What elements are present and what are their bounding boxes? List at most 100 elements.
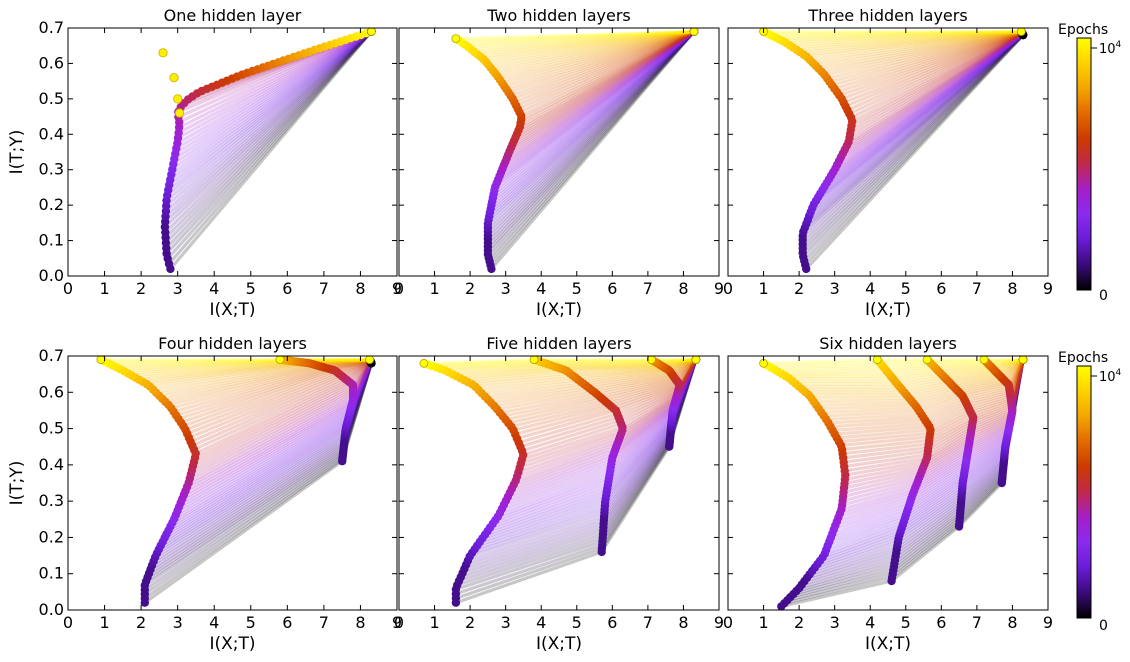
- epoch-line: [834, 32, 1024, 170]
- epoch-line: [507, 30, 695, 157]
- epoch-line: [487, 30, 696, 222]
- epoch-line: [513, 358, 698, 487]
- epoch-line: [502, 358, 698, 418]
- epoch-line: [488, 29, 695, 67]
- epoch-line: [167, 30, 373, 192]
- final-point: [275, 356, 285, 364]
- epoch-line: [497, 30, 696, 181]
- epoch-line: [487, 359, 698, 533]
- epoch-line: [455, 359, 698, 596]
- x-tick-label: 2: [794, 613, 804, 632]
- y-tick-label: 0.0: [39, 266, 64, 285]
- colorbar-top: Epochs 104 0: [1058, 22, 1122, 304]
- epoch-line: [477, 29, 695, 56]
- x-tick-label: 3: [830, 613, 840, 632]
- x-tick-label: 2: [136, 279, 146, 298]
- x-tick-label: 8: [678, 613, 688, 632]
- subplot-4: 0 1 2 3 4 5 6 7 8 9 0.0 0.1 0.2 0.3 0.4 0.5 0.6 0.7 Four h…: [7, 334, 402, 654]
- epoch-line: [486, 30, 696, 225]
- epoch-line: [809, 30, 1022, 62]
- epoch-line: [803, 33, 1025, 262]
- epoch-line: [479, 359, 698, 544]
- epoch-line: [801, 33, 1024, 242]
- epoch-line: [841, 31, 1023, 101]
- epoch-line: [169, 30, 373, 270]
- epoch-line: [851, 31, 1023, 123]
- epoch-line: [485, 29, 695, 64]
- x-tick-label: 8: [355, 613, 365, 632]
- epoch-line: [507, 358, 698, 425]
- epoch-line: [465, 29, 695, 47]
- epoch-line: [177, 30, 373, 140]
- epoch-line: [517, 358, 698, 474]
- epoch-line: [499, 358, 698, 515]
- x-tick-label: 6: [607, 279, 617, 298]
- x-tick-label: 3: [501, 613, 511, 632]
- epoch-line: [808, 33, 1024, 218]
- x-tick-label: 7: [643, 279, 653, 298]
- epoch-line: [488, 30, 696, 214]
- epoch-line: [440, 358, 697, 371]
- epoch-line: [823, 32, 1024, 188]
- epoch-line: [483, 29, 695, 61]
- x-tick-label: 5: [572, 613, 582, 632]
- final-point: [367, 28, 376, 36]
- early-points: [158, 48, 185, 118]
- y-tick-label: 0.5: [39, 419, 64, 438]
- axes-frame: [398, 27, 720, 277]
- epoch-line: [804, 33, 1025, 266]
- epoch-line: [520, 30, 695, 118]
- plot-area: [96, 356, 376, 607]
- epoch-line: [495, 30, 696, 185]
- epoch-line: [456, 359, 698, 587]
- x-tick-label: 3: [173, 279, 183, 298]
- epoch-line: [513, 30, 695, 104]
- plot-area: [759, 28, 1028, 274]
- early-point: [174, 108, 185, 118]
- colorbar-strip: [1076, 37, 1092, 291]
- y-tick-label: 0.6: [39, 382, 64, 401]
- epoch-line: [832, 32, 1024, 174]
- final-point: [529, 356, 539, 364]
- layer-2-trajectory: [689, 28, 699, 36]
- x-tick-label: 9: [714, 279, 724, 298]
- x-tick-label: 9: [392, 613, 402, 632]
- epoch-line: [850, 31, 1023, 132]
- y-tick-label: 0.3: [39, 491, 64, 510]
- epoch-line: [843, 31, 1023, 105]
- y-ticks: [728, 27, 1048, 277]
- epoch-line: [163, 30, 373, 229]
- layer-4-trajectory: [691, 356, 701, 364]
- epoch-line: [838, 32, 1024, 163]
- subplot-6: 0 1 2 3 4 5 6 7 8 9 Six hidden layers I(X;T): [723, 334, 1053, 654]
- subplot-title: Four hidden layers: [158, 334, 307, 353]
- y-tick-label: 0.1: [39, 564, 64, 583]
- subplot-title: Two hidden layers: [486, 6, 631, 25]
- x-tick-label: 8: [1007, 279, 1017, 298]
- early-point: [169, 73, 179, 83]
- epoch-line: [850, 31, 1023, 120]
- x-tick-label: 3: [830, 279, 840, 298]
- epoch-line: [489, 30, 696, 211]
- epoch-line: [436, 358, 696, 370]
- y-tick-label: 0.5: [39, 89, 64, 108]
- layer-1-trajectory: [451, 34, 526, 274]
- epoch-line: [785, 30, 1022, 45]
- epoch-line: [501, 29, 695, 85]
- epoch-line: [517, 30, 695, 111]
- epoch-line: [490, 30, 696, 270]
- y-tick-label: 0.2: [39, 195, 64, 214]
- y-tick-label: 0.4: [39, 455, 64, 474]
- epoch-line: [519, 30, 695, 129]
- y-tick-label: 0.7: [39, 18, 64, 37]
- y-tick-label: 0.4: [39, 124, 64, 143]
- epoch-line: [803, 30, 1022, 57]
- epoch-line: [484, 358, 697, 399]
- epoch-line: [488, 30, 696, 218]
- epoch-line: [501, 30, 696, 171]
- epoch-line: [516, 30, 695, 136]
- epoch-line: [796, 30, 1022, 52]
- epoch-line: [494, 30, 696, 188]
- epoch-line: [462, 359, 698, 575]
